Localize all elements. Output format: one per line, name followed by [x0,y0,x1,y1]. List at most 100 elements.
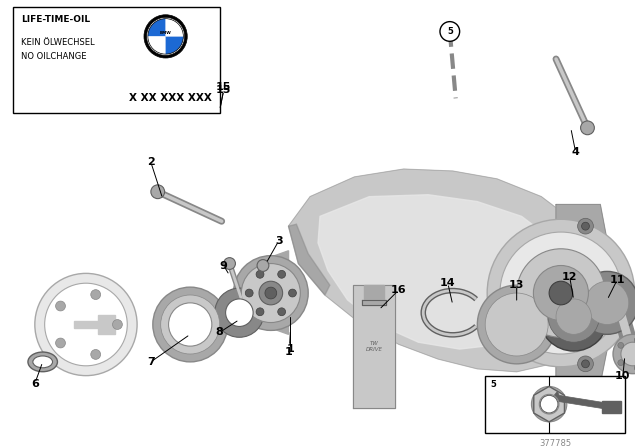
Text: 15: 15 [216,86,231,95]
Circle shape [578,356,593,372]
Text: 15: 15 [216,82,231,91]
Text: 1: 1 [285,347,292,357]
Circle shape [144,15,188,58]
Polygon shape [362,300,386,305]
Text: 7: 7 [147,357,155,367]
Circle shape [168,303,212,346]
Circle shape [234,256,308,331]
Circle shape [241,263,300,323]
Circle shape [582,360,589,368]
Circle shape [621,342,640,366]
Circle shape [540,395,558,413]
Circle shape [265,287,276,299]
Circle shape [634,337,640,343]
Circle shape [245,289,253,297]
Text: 11: 11 [609,275,625,285]
Wedge shape [166,19,183,36]
Circle shape [113,319,122,329]
Circle shape [257,259,269,271]
Text: 2: 2 [147,157,155,167]
Polygon shape [602,401,621,413]
Polygon shape [74,321,98,328]
Circle shape [487,219,635,367]
Text: 14: 14 [440,278,456,288]
Bar [485,375,625,433]
Text: 6: 6 [31,379,39,388]
Circle shape [575,271,639,334]
Circle shape [278,308,285,316]
Circle shape [35,273,137,375]
Polygon shape [289,224,330,295]
Text: 1: 1 [287,344,294,354]
Circle shape [259,281,283,305]
Circle shape [582,222,589,230]
Circle shape [634,365,640,371]
Circle shape [256,308,264,316]
Circle shape [485,293,548,356]
Text: TW
DRIVE: TW DRIVE [365,341,383,352]
Circle shape [440,22,460,41]
Text: 16: 16 [391,285,406,295]
Circle shape [215,288,264,337]
Circle shape [556,299,591,334]
Circle shape [151,185,164,198]
Circle shape [533,266,588,321]
Circle shape [225,299,253,327]
Circle shape [618,360,624,366]
Text: 5: 5 [447,27,452,36]
Bar [13,7,220,113]
Text: 4: 4 [572,147,580,157]
Polygon shape [554,392,609,409]
Text: 10: 10 [615,370,630,381]
Circle shape [56,301,65,311]
Polygon shape [289,169,604,372]
Text: 5: 5 [490,379,496,388]
Circle shape [289,289,296,297]
Circle shape [223,258,236,269]
Circle shape [531,387,567,422]
Circle shape [548,291,599,342]
Wedge shape [148,19,166,36]
Circle shape [278,271,285,278]
Polygon shape [364,285,384,300]
Circle shape [161,295,220,354]
Circle shape [578,218,593,234]
Polygon shape [249,251,289,334]
Circle shape [500,232,622,354]
Circle shape [56,338,65,348]
Circle shape [549,281,573,305]
Circle shape [168,303,212,346]
Text: 3: 3 [275,236,282,246]
Circle shape [147,17,185,56]
Circle shape [497,305,536,344]
Text: 8: 8 [216,327,223,337]
Text: NO OILCHANGE: NO OILCHANGE [21,52,86,61]
Text: BMW: BMW [160,31,172,35]
Text: KEIN ÖLWECHSEL: KEIN ÖLWECHSEL [21,39,95,47]
Circle shape [540,394,559,414]
Text: LIFE-TIME-OIL: LIFE-TIME-OIL [21,15,90,24]
Polygon shape [353,285,395,408]
Circle shape [516,249,605,337]
Circle shape [91,290,100,300]
Text: 377785: 377785 [539,439,571,448]
Circle shape [618,342,624,348]
Circle shape [613,334,640,374]
Circle shape [256,271,264,278]
Circle shape [45,283,127,366]
Circle shape [591,287,623,319]
Polygon shape [556,205,607,383]
Polygon shape [98,314,115,334]
Wedge shape [166,36,183,54]
Circle shape [556,299,591,334]
Circle shape [586,281,628,324]
Circle shape [580,121,595,135]
Text: X XX XXX XXX: X XX XXX XXX [129,93,212,103]
Text: 12: 12 [562,272,577,282]
Text: 9: 9 [220,260,228,271]
Text: 13: 13 [509,280,524,290]
Circle shape [477,285,556,364]
Ellipse shape [28,352,58,372]
Circle shape [91,349,100,359]
Circle shape [540,282,608,351]
